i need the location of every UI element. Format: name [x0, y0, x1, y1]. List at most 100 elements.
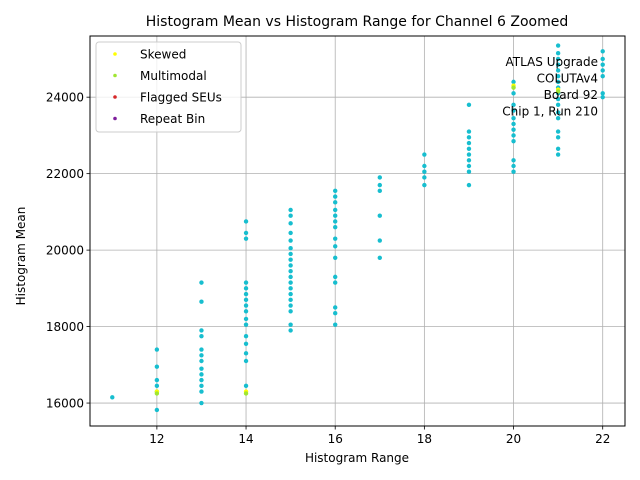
data-point — [333, 194, 338, 199]
data-point — [377, 182, 382, 188]
data-point — [555, 62, 561, 67]
data-point — [243, 341, 249, 346]
data-point — [511, 116, 516, 121]
data-point — [288, 238, 293, 243]
x-tick-label: 16 — [328, 432, 343, 446]
data-point — [199, 383, 204, 389]
data-point — [600, 56, 605, 62]
data-point — [600, 94, 605, 100]
data-point — [199, 333, 204, 339]
legend-marker — [113, 52, 117, 56]
y-tick-label: 20000 — [46, 244, 84, 258]
data-point — [511, 138, 516, 144]
data-point — [288, 221, 293, 226]
data-point — [288, 322, 293, 327]
data-point — [288, 257, 293, 262]
data-point — [555, 116, 561, 121]
data-point — [555, 89, 561, 94]
legend-marker — [113, 95, 117, 99]
data-point — [422, 163, 427, 169]
data-point — [333, 224, 338, 230]
data-point — [555, 146, 561, 151]
data-point — [243, 383, 249, 389]
data-point — [555, 43, 561, 48]
data-point — [288, 213, 293, 218]
data-point — [243, 291, 249, 297]
data-point — [333, 200, 338, 205]
annotation-text: ATLAS Upgrade COLUTAv4 Board 92 Chip 1, Run… — [502, 55, 598, 119]
data-point — [333, 219, 338, 224]
data-point — [243, 236, 249, 241]
data-point — [377, 238, 382, 243]
data-point — [511, 133, 516, 138]
data-point — [243, 280, 249, 285]
y-tick-label: 18000 — [46, 320, 84, 334]
data-point — [555, 56, 561, 62]
x-tick-label: 14 — [238, 432, 253, 446]
data-point — [243, 230, 249, 236]
data-point — [600, 73, 605, 79]
data-point — [555, 110, 561, 115]
data-point — [422, 169, 427, 174]
data-point — [555, 68, 561, 73]
data-point — [600, 49, 605, 54]
data-point — [288, 268, 293, 274]
data-point — [288, 251, 293, 257]
data-point — [333, 305, 338, 310]
data-point — [377, 255, 382, 260]
data-point — [555, 96, 561, 102]
data-point — [288, 230, 293, 236]
legend-entry-label: Flagged SEUs — [140, 91, 222, 105]
legend: Skewed Multimodal Flagged SEUs Repeat Bin — [95, 41, 242, 133]
data-point — [555, 51, 561, 56]
data-point — [555, 152, 561, 157]
data-point — [333, 188, 338, 194]
data-point — [243, 316, 249, 322]
data-point — [555, 79, 561, 85]
data-point — [466, 146, 472, 151]
data-point — [288, 280, 293, 285]
data-point — [288, 274, 293, 280]
data-point — [466, 140, 472, 146]
data-point — [555, 129, 561, 134]
data-point — [511, 108, 516, 113]
data-point — [154, 383, 160, 389]
data-point — [333, 207, 338, 213]
annotation-line: Chip 1, Run 210 — [502, 105, 598, 119]
legend-entry-label: Multimodal — [140, 69, 207, 83]
data-point — [288, 328, 293, 333]
data-point — [243, 358, 249, 364]
data-point — [243, 303, 249, 308]
x-axis-ticks: 12 14 16 18 20 22 — [149, 426, 610, 446]
data-point — [600, 68, 605, 73]
data-point — [466, 102, 472, 108]
data-point — [555, 102, 561, 108]
data-point — [377, 213, 382, 218]
data-point — [243, 219, 249, 224]
data-point — [154, 364, 160, 369]
y-tick-label: 16000 — [46, 397, 84, 411]
data-point — [199, 353, 204, 358]
data-point — [466, 129, 472, 134]
data-point — [333, 244, 338, 249]
data-point — [511, 169, 516, 174]
data-point — [288, 291, 293, 297]
annotation-line: ATLAS Upgrade — [505, 55, 598, 69]
data-point — [511, 127, 516, 132]
data-point — [199, 366, 204, 371]
data-point — [288, 207, 293, 213]
data-point — [199, 389, 204, 394]
data-point — [288, 303, 293, 308]
data-point — [333, 322, 338, 327]
data-point — [466, 169, 472, 174]
legend-marker — [113, 73, 117, 78]
data-point — [288, 263, 293, 268]
data-point — [466, 163, 472, 169]
x-tick-label: 18 — [417, 432, 432, 446]
data-points — [110, 43, 605, 413]
grid-lines — [90, 36, 625, 426]
data-point — [333, 311, 338, 316]
data-point — [511, 163, 516, 169]
x-axis-label: Histogram Range — [305, 451, 409, 465]
